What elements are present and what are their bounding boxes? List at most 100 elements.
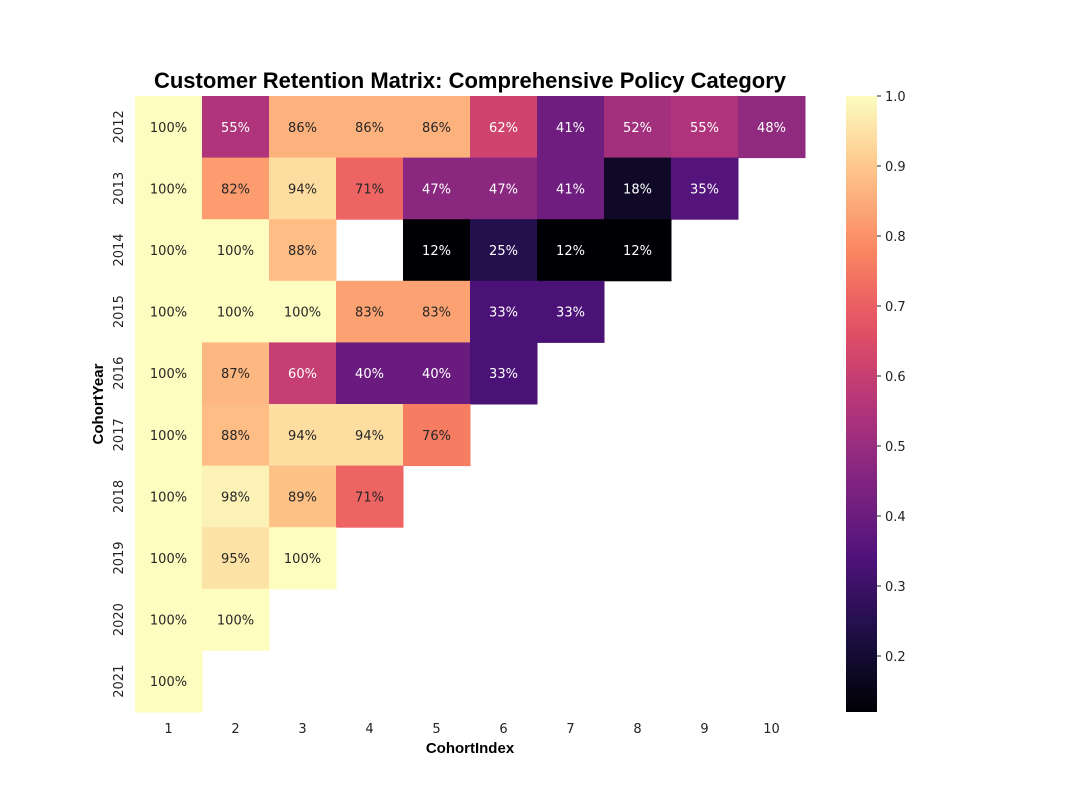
colorbar-tick-label: 0.9 <box>885 160 906 175</box>
cell-label: 33% <box>489 367 518 382</box>
heatmap-cell <box>202 157 270 220</box>
heatmap-cell <box>269 157 337 220</box>
cell-label: 100% <box>150 244 187 259</box>
heatmap-cell <box>135 280 203 343</box>
y-tick-label: 2017 <box>112 418 127 451</box>
cell-label: 100% <box>150 675 187 690</box>
heatmap-cell <box>537 96 605 159</box>
x-tick-label: 2 <box>231 722 239 737</box>
cell-label: 94% <box>288 182 317 197</box>
heatmap-cell <box>403 280 471 343</box>
y-tick-labels: 2012 2013 2014 2015 2016 2017 2018 2019 2020 2021 <box>112 110 127 697</box>
cell-label: 71% <box>355 182 384 197</box>
cell-label: 25% <box>489 244 518 259</box>
chart-title: Customer Retention Matrix: Comprehensive… <box>154 68 787 93</box>
cell-label: 12% <box>623 244 652 259</box>
heatmap-cells: 100% 55% 86% 86% 86% 62% 41% 52% 55% 48% 100% 82% 94… <box>135 96 806 713</box>
x-tick-label: 1 <box>164 722 172 737</box>
heatmap-cell <box>269 280 337 343</box>
y-tick-label: 2012 <box>112 110 127 143</box>
cell-label: 100% <box>217 244 254 259</box>
colorbar-tick-label: 0.4 <box>885 510 906 525</box>
heatmap-cell <box>470 342 538 405</box>
cell-label: 60% <box>288 367 317 382</box>
cell-label: 55% <box>690 121 719 136</box>
heatmap-cell <box>135 465 203 528</box>
cell-label: 95% <box>221 552 250 567</box>
colorbar: 0.2 0.3 0.4 0.5 0.6 0.7 0.8 0.9 1.0 <box>846 90 906 712</box>
cell-label: 40% <box>422 367 451 382</box>
heatmap-cell <box>135 588 203 651</box>
heatmap-cell <box>202 465 270 528</box>
heatmap-cell <box>470 157 538 220</box>
cell-label: 100% <box>217 306 254 321</box>
colorbar-gradient <box>846 96 877 712</box>
cell-label: 12% <box>556 244 585 259</box>
y-tick-label: 2020 <box>112 603 127 636</box>
x-tick-label: 4 <box>365 722 373 737</box>
y-tick-label: 2013 <box>112 172 127 205</box>
heatmap-cell <box>269 465 337 528</box>
cell-label: 76% <box>422 429 451 444</box>
heatmap-cell <box>336 465 404 528</box>
heatmap-cell <box>336 157 404 220</box>
heatmap-cell <box>403 96 471 159</box>
x-tick-label: 5 <box>432 722 440 737</box>
colorbar-tick-label: 0.8 <box>885 230 906 245</box>
colorbar-tick-label: 0.6 <box>885 370 906 385</box>
cell-label: 100% <box>284 306 321 321</box>
heatmap-cell <box>604 157 672 220</box>
heatmap-cell <box>202 342 270 405</box>
y-tick-label: 2018 <box>112 480 127 513</box>
heatmap-cell <box>336 96 404 159</box>
y-tick-label: 2019 <box>112 541 127 574</box>
y-axis-label: CohortYear <box>90 363 107 444</box>
cell-label: 86% <box>422 121 451 136</box>
cell-label: 41% <box>556 182 585 197</box>
heatmap-cell <box>135 219 203 282</box>
heatmap-cell <box>604 96 672 159</box>
heatmap-cell <box>135 404 203 467</box>
cell-label: 12% <box>422 244 451 259</box>
heatmap-cell <box>336 404 404 467</box>
y-tick-label: 2014 <box>112 233 127 266</box>
heatmap-cell <box>202 588 270 651</box>
cell-label: 55% <box>221 121 250 136</box>
x-tick-label: 8 <box>633 722 641 737</box>
cell-label: 98% <box>221 490 250 505</box>
cell-label: 100% <box>150 429 187 444</box>
heatmap-cell <box>336 342 404 405</box>
heatmap-cell <box>202 280 270 343</box>
cell-label: 83% <box>355 306 384 321</box>
cell-label: 35% <box>690 182 719 197</box>
heatmap-cell <box>537 219 605 282</box>
cell-label: 41% <box>556 121 585 136</box>
colorbar-tick-label: 0.7 <box>885 300 906 315</box>
colorbar-tick-label: 0.2 <box>885 650 906 665</box>
cell-label: 89% <box>288 490 317 505</box>
cell-label: 100% <box>150 121 187 136</box>
cell-label: 100% <box>150 182 187 197</box>
cell-label: 47% <box>489 182 518 197</box>
cell-label: 88% <box>288 244 317 259</box>
cell-label: 87% <box>221 367 250 382</box>
colorbar-tick-label: 1.0 <box>885 90 906 105</box>
cell-label: 62% <box>489 121 518 136</box>
x-tick-label: 6 <box>499 722 507 737</box>
cell-label: 100% <box>150 614 187 629</box>
heatmap-cell <box>202 219 270 282</box>
heatmap-cell <box>269 527 337 590</box>
heatmap-cell <box>470 219 538 282</box>
x-tick-labels: 1 2 3 4 5 6 7 8 9 10 <box>164 722 779 737</box>
heatmap-cell <box>336 280 404 343</box>
heatmap-cell <box>202 96 270 159</box>
cell-label: 48% <box>757 121 786 136</box>
heatmap-cell <box>135 650 203 713</box>
cell-label: 86% <box>355 121 384 136</box>
heatmap-cell <box>470 96 538 159</box>
heatmap-cell <box>135 157 203 220</box>
heatmap-cell <box>403 219 471 282</box>
y-tick-label: 2021 <box>112 665 127 698</box>
cell-label: 100% <box>150 367 187 382</box>
heatmap-cell <box>135 527 203 590</box>
